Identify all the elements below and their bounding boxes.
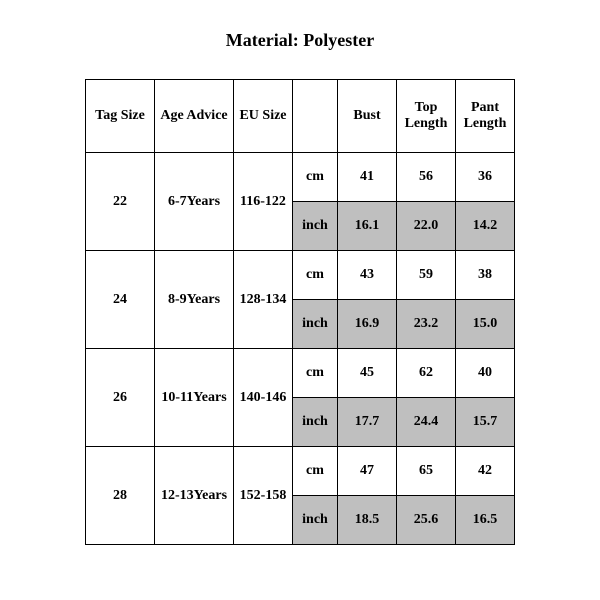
col-eu-size: EU Size bbox=[234, 80, 293, 153]
col-unit bbox=[293, 80, 338, 153]
cell-bust: 45 bbox=[338, 349, 397, 398]
cell-bust: 41 bbox=[338, 153, 397, 202]
cell-top: 24.4 bbox=[397, 398, 456, 447]
cell-pant: 16.5 bbox=[456, 496, 515, 545]
cell-top: 65 bbox=[397, 447, 456, 496]
cell-top: 22.0 bbox=[397, 202, 456, 251]
cell-unit-inch: inch bbox=[293, 496, 338, 545]
cell-bust: 16.1 bbox=[338, 202, 397, 251]
page-title: Material: Polyester bbox=[0, 30, 600, 51]
cell-unit-cm: cm bbox=[293, 153, 338, 202]
cell-top: 23.2 bbox=[397, 300, 456, 349]
cell-age: 8-9Years bbox=[155, 251, 234, 349]
cell-pant: 15.7 bbox=[456, 398, 515, 447]
cell-pant: 42 bbox=[456, 447, 515, 496]
cell-top: 56 bbox=[397, 153, 456, 202]
cell-tag: 24 bbox=[86, 251, 155, 349]
col-age-advice: Age Advice bbox=[155, 80, 234, 153]
cell-top: 62 bbox=[397, 349, 456, 398]
cell-top: 25.6 bbox=[397, 496, 456, 545]
cell-pant: 36 bbox=[456, 153, 515, 202]
cell-age: 12-13Years bbox=[155, 447, 234, 545]
table-header-row: Tag Size Age Advice EU Size Bust Top Len… bbox=[86, 80, 515, 153]
cell-unit-inch: inch bbox=[293, 300, 338, 349]
col-tag-size: Tag Size bbox=[86, 80, 155, 153]
cell-bust: 18.5 bbox=[338, 496, 397, 545]
cell-unit-cm: cm bbox=[293, 349, 338, 398]
cell-eu: 128-134 bbox=[234, 251, 293, 349]
cell-pant: 14.2 bbox=[456, 202, 515, 251]
table-row: 26 10-11Years 140-146 cm 45 62 40 bbox=[86, 349, 515, 398]
cell-unit-inch: inch bbox=[293, 398, 338, 447]
cell-bust: 17.7 bbox=[338, 398, 397, 447]
cell-unit-cm: cm bbox=[293, 447, 338, 496]
cell-eu: 116-122 bbox=[234, 153, 293, 251]
cell-unit-cm: cm bbox=[293, 251, 338, 300]
cell-tag: 28 bbox=[86, 447, 155, 545]
table-row: 24 8-9Years 128-134 cm 43 59 38 bbox=[86, 251, 515, 300]
page: Material: Polyester Tag Size Age Advice … bbox=[0, 0, 600, 600]
cell-age: 6-7Years bbox=[155, 153, 234, 251]
cell-eu: 140-146 bbox=[234, 349, 293, 447]
size-table: Tag Size Age Advice EU Size Bust Top Len… bbox=[85, 79, 515, 545]
cell-pant: 40 bbox=[456, 349, 515, 398]
cell-bust: 16.9 bbox=[338, 300, 397, 349]
cell-pant: 15.0 bbox=[456, 300, 515, 349]
col-pant-length: Pant Length bbox=[456, 80, 515, 153]
cell-bust: 47 bbox=[338, 447, 397, 496]
cell-eu: 152-158 bbox=[234, 447, 293, 545]
cell-bust: 43 bbox=[338, 251, 397, 300]
col-top-length: Top Length bbox=[397, 80, 456, 153]
cell-age: 10-11Years bbox=[155, 349, 234, 447]
cell-tag: 26 bbox=[86, 349, 155, 447]
table-row: 22 6-7Years 116-122 cm 41 56 36 bbox=[86, 153, 515, 202]
col-bust: Bust bbox=[338, 80, 397, 153]
cell-pant: 38 bbox=[456, 251, 515, 300]
cell-top: 59 bbox=[397, 251, 456, 300]
cell-unit-inch: inch bbox=[293, 202, 338, 251]
table-row: 28 12-13Years 152-158 cm 47 65 42 bbox=[86, 447, 515, 496]
cell-tag: 22 bbox=[86, 153, 155, 251]
